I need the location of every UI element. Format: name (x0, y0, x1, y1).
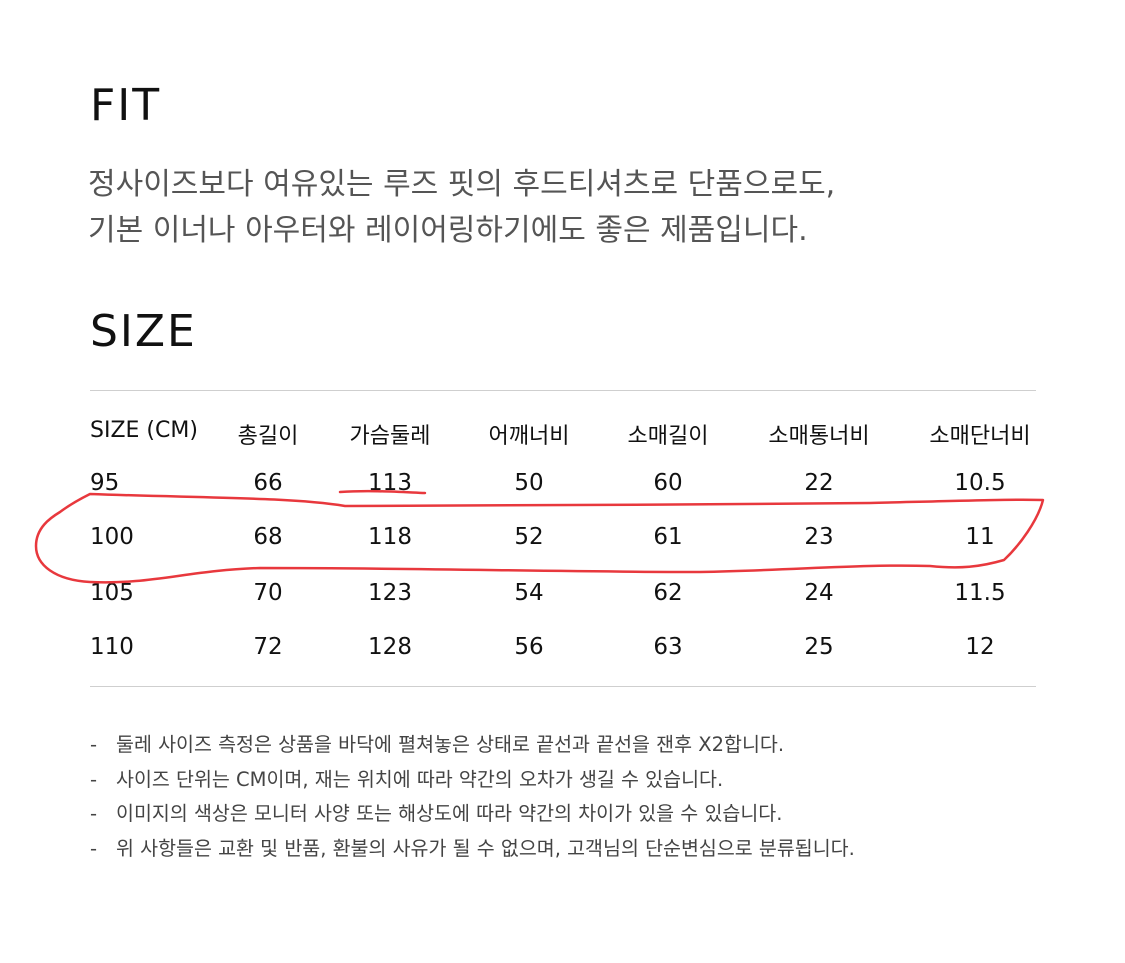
note-text: 사이즈 단위는 CM이며, 재는 위치에 따라 약간의 오차가 생길 수 있습니… (116, 767, 724, 791)
table-cell: 50 (514, 470, 544, 496)
table-cell: 52 (514, 524, 544, 550)
note-item: - 이미지의 색상은 모니터 사양 또는 해상도에 따라 약간의 차이가 있을 수… (90, 797, 855, 832)
table-cell: 66 (253, 470, 283, 496)
fit-description: 정사이즈보다 여유있는 루즈 핏의 후드티셔츠로 단품으로도, 기본 이너나 아… (88, 162, 1068, 254)
note-bullet: - (90, 767, 98, 791)
note-text: 위 사항들은 교환 및 반품, 환불의 사유가 될 수 없으며, 고객님의 단순… (116, 836, 855, 860)
table-cell: 63 (653, 634, 683, 660)
fit-title: FIT (90, 80, 162, 131)
notes-list: - 둘레 사이즈 측정은 상품을 바닥에 펼쳐놓은 상태로 끝선과 끝선을 잰후 … (90, 728, 855, 866)
table-cell: 128 (368, 634, 412, 660)
fit-description-line: 기본 이너나 아우터와 레이어링하기에도 좋은 제품입니다. (88, 213, 808, 248)
table-cell: 123 (368, 580, 412, 606)
note-text: 둘레 사이즈 측정은 상품을 바닥에 펼쳐놓은 상태로 끝선과 끝선을 잰후 X… (116, 733, 785, 756)
table-cell: 25 (804, 634, 834, 660)
table-cell: 61 (653, 524, 683, 550)
table-cell: 56 (514, 634, 544, 660)
table-cell-size: 95 (90, 470, 120, 496)
table-cell: 24 (804, 580, 834, 606)
table-cell-size: 100 (90, 524, 134, 550)
table-cell: 11 (965, 524, 995, 550)
fit-description-line: 정사이즈보다 여유있는 루즈 핏의 후드티셔츠로 단품으로도, (88, 167, 836, 202)
table-bottom-divider (90, 686, 1036, 687)
table-cell: 118 (368, 524, 412, 550)
table-header-total-length: 총길이 (237, 424, 299, 449)
table-cell: 10.5 (954, 470, 1006, 496)
table-cell-size: 110 (90, 634, 134, 660)
note-item: -위 사항들은 교환 및 반품, 환불의 사유가 될 수 없으며, 고객님의 단… (90, 832, 855, 867)
table-cell: 23 (804, 524, 834, 550)
note-bullet: - (90, 836, 98, 860)
note-item: - 사이즈 단위는 CM이며, 재는 위치에 따라 약간의 오차가 생길 수 있습… (90, 763, 855, 798)
table-cell: 72 (253, 634, 283, 660)
table-header-cuff-width: 소매단너비 (929, 424, 1031, 449)
size-title: SIZE (90, 306, 197, 357)
table-cell: 62 (653, 580, 683, 606)
table-top-divider (90, 390, 1036, 391)
table-header-size: SIZE (CM) (90, 418, 198, 443)
table-cell: 22 (804, 470, 834, 496)
table-header-sleeve-width: 소매통너비 (768, 424, 870, 449)
table-cell: 113 (368, 470, 412, 496)
table-cell: 60 (653, 470, 683, 496)
note-bullet: - (90, 802, 98, 825)
table-cell: 11.5 (954, 580, 1006, 606)
note-item: - 둘레 사이즈 측정은 상품을 바닥에 펼쳐놓은 상태로 끝선과 끝선을 잰후 … (90, 728, 855, 763)
table-header-shoulder: 어깨너비 (488, 424, 570, 449)
table-cell: 70 (253, 580, 283, 606)
table-header-sleeve-length: 소매길이 (627, 424, 709, 449)
table-cell-size: 105 (90, 580, 134, 606)
table-cell: 68 (253, 524, 283, 550)
note-text: 이미지의 색상은 모니터 사양 또는 해상도에 따라 약간의 차이가 있을 수 … (116, 802, 783, 825)
table-header-chest: 가슴둘레 (349, 424, 431, 449)
note-bullet: - (90, 733, 98, 756)
table-cell: 54 (514, 580, 544, 606)
table-cell: 12 (965, 634, 995, 660)
